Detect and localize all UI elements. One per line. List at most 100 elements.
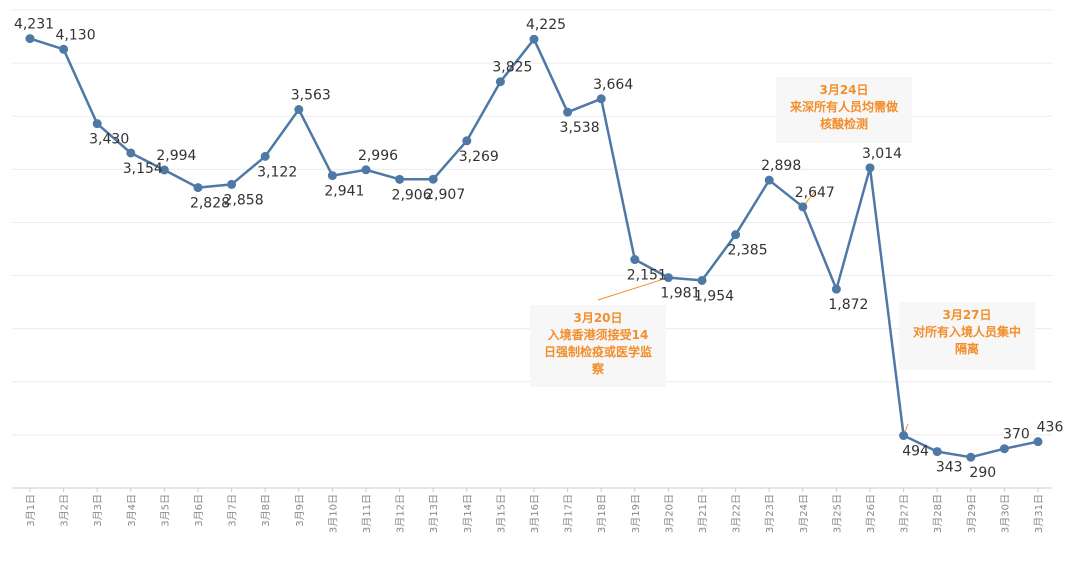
data-points [25, 34, 1043, 462]
annotation-box [776, 77, 912, 143]
annotation-text: 3月27日 [942, 308, 991, 322]
data-point [596, 94, 606, 104]
x-tick-label: 3月29日 [966, 494, 978, 533]
data-point [697, 275, 707, 285]
data-point [663, 273, 673, 283]
annotation-text: 察 [592, 361, 605, 376]
x-tick-label: 3月16日 [529, 494, 541, 533]
x-tick-label: 3月10日 [327, 494, 339, 533]
data-point [92, 119, 102, 129]
data-label: 2,996 [358, 148, 398, 164]
data-label: 4,231 [14, 17, 54, 33]
data-label: 3,563 [291, 88, 331, 104]
data-label: 2,994 [156, 148, 196, 164]
x-tick-label: 3月25日 [831, 494, 843, 533]
data-point [630, 255, 640, 265]
data-label: 2,907 [425, 187, 465, 203]
x-tick-label: 3月13日 [428, 494, 440, 533]
data-point [25, 34, 35, 44]
x-tick-label: 3月24日 [798, 494, 810, 533]
x-tick-label: 3月21日 [697, 494, 709, 533]
x-tick-label: 3月3日 [92, 494, 104, 527]
x-tick-label: 3月11日 [361, 494, 373, 533]
data-label: 3,825 [492, 60, 532, 76]
annotation-text: 对所有入境人员集中 [913, 324, 1021, 339]
data-label: 3,664 [593, 77, 633, 93]
data-label: 4,130 [56, 27, 96, 43]
x-tick-label: 3月20日 [663, 494, 675, 533]
data-label: 343 [936, 460, 963, 476]
data-point [227, 179, 237, 189]
data-label: 290 [969, 465, 996, 481]
x-tick-label: 3月30日 [999, 494, 1011, 533]
data-label: 436 [1037, 420, 1064, 436]
data-label: 2,941 [324, 184, 364, 200]
data-label: 1,981 [660, 286, 700, 302]
x-tick-label: 3月22日 [731, 494, 743, 533]
gridlines [12, 9, 1052, 436]
x-tick-label: 3月17日 [563, 494, 575, 533]
data-point [159, 165, 169, 175]
x-tick-label: 3月6日 [193, 494, 205, 527]
annotation-box [530, 305, 666, 387]
data-label: 494 [902, 444, 929, 460]
data-point [865, 163, 875, 173]
x-tick-label: 3月18日 [596, 494, 608, 533]
data-point [395, 174, 405, 184]
data-label: 4,225 [526, 17, 566, 33]
data-label: 1,872 [828, 297, 868, 313]
annotation-text: 3月24日 [819, 83, 868, 97]
annotation-text: 核酸检测 [820, 116, 868, 131]
data-point [932, 447, 942, 457]
annotation-text: 隔离 [955, 341, 979, 356]
x-tick-label: 3月9日 [294, 494, 306, 527]
annotation-connector [597, 277, 669, 301]
data-label: 3,269 [459, 149, 499, 165]
data-label: 3,538 [560, 120, 600, 136]
data-label: 370 [1003, 427, 1030, 443]
data-label: 2,906 [392, 187, 432, 203]
data-point [193, 183, 203, 193]
annotation-text: 入境香港须接受14 [548, 327, 649, 342]
data-point [764, 175, 774, 185]
x-tick-label: 3月1日 [25, 494, 37, 527]
data-label: 1,954 [694, 288, 734, 304]
annotation-text: 来深所有人员均需做 [789, 99, 899, 114]
data-label: 3,154 [123, 161, 163, 177]
x-tick-label: 3月12日 [395, 494, 407, 533]
x-tick-label: 3月19日 [630, 494, 642, 533]
x-tick-label: 3月5日 [159, 494, 171, 527]
data-label: 3,430 [89, 132, 129, 148]
data-label: 2,647 [795, 185, 835, 201]
data-point [361, 165, 371, 175]
x-tick-label: 3月23日 [764, 494, 776, 533]
annotation-text: 日强制检疫或医学监 [544, 344, 652, 359]
annotation-box [899, 302, 1035, 370]
annotation-text: 3月20日 [573, 311, 622, 325]
data-label: 2,385 [728, 243, 768, 259]
data-point [294, 105, 304, 115]
x-tick-label: 3月27日 [899, 494, 911, 533]
data-point [428, 174, 438, 184]
data-label: 2,898 [761, 158, 801, 174]
data-point [999, 444, 1009, 454]
data-point [59, 44, 69, 54]
x-tick-label: 3月26日 [865, 494, 877, 533]
data-label: 2,151 [627, 268, 667, 284]
data-point [831, 284, 841, 294]
x-tick-label: 3月7日 [227, 494, 239, 527]
data-point [495, 77, 505, 87]
data-label: 2,858 [224, 192, 264, 208]
data-point [462, 136, 472, 146]
x-tick-label: 3月4日 [126, 494, 138, 527]
data-point [327, 171, 337, 181]
data-point [1033, 437, 1043, 447]
data-point [260, 151, 270, 161]
x-tick-label: 3月31日 [1033, 494, 1045, 533]
